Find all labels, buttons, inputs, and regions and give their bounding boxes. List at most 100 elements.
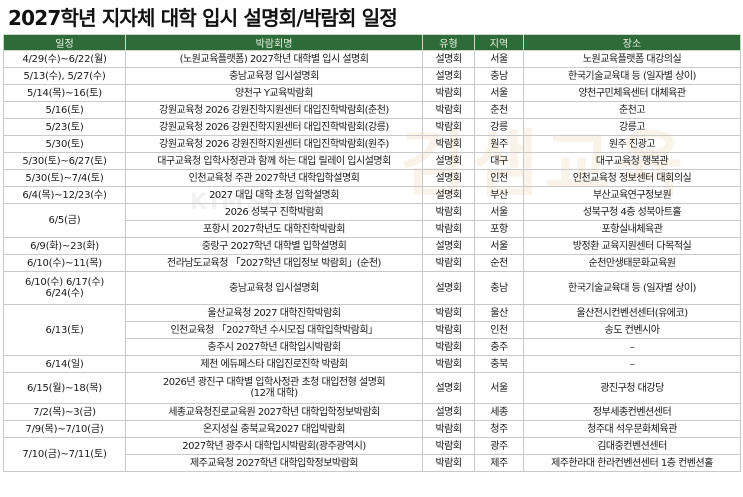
- cell-event: 대구교육청 입학사정관과 함께 하는 대입 릴레이 입시설명회: [125, 152, 423, 170]
- cell-event: 충남교육청 입시설명회: [125, 67, 423, 85]
- cell-venue: 한국기술교육대 등 (일자별 상이): [523, 67, 741, 85]
- cell-type: 박람회: [422, 321, 475, 339]
- cell-region: 서울: [474, 50, 524, 68]
- cell-type: 박람회: [422, 304, 475, 322]
- cell-region: 충북: [474, 355, 524, 373]
- cell-event: 인천교육청 주관 2027학년 대학입학설명회: [125, 169, 423, 187]
- cell-type: 설명회: [422, 403, 475, 421]
- cell-type: 설명회: [422, 152, 475, 170]
- cell-region: 울산: [474, 304, 524, 322]
- cell-date: 5/30(토)~6/27(토): [3, 152, 126, 170]
- cell-region: 원주: [474, 135, 524, 153]
- cell-event: 2026 성북구 진학박람회: [125, 203, 423, 221]
- cell-type: 박람회: [422, 355, 475, 373]
- cell-region: 인천: [474, 321, 524, 339]
- cell-event: 강원교육청 2026 강원진학지원센터 대입진학박람회(원주): [125, 135, 423, 153]
- cell-date: 6/4(목)~12/23(수): [3, 186, 126, 204]
- cell-region: 순천: [474, 254, 524, 272]
- cell-venue: 강릉고: [523, 118, 741, 136]
- cell-venue: 부산교육연구정보원: [523, 186, 741, 204]
- cell-type: 박람회: [422, 338, 475, 356]
- table-row: 6/9(화)~23(화) 중랑구 2027학년 대학별 입학설명회 설명회 서울…: [3, 237, 741, 255]
- page-title: 2027학년 지자체 대학 입시 설명회/박람회 일정: [8, 6, 398, 30]
- cell-event: 울산교육청 2027 대학진학박람회: [125, 304, 423, 322]
- cell-event: 전라남도교육청 「2027학년 대입정보 박람회」(순천): [125, 254, 423, 272]
- cell-date: 5/13(수), 5/27(수): [3, 67, 126, 85]
- cell-event: 제주교육청 2027학년 대학입학정보박람회: [125, 454, 423, 472]
- schedule-table: 일정 박람회명 유형 지역 장소 4/29(수)~6/22(월) (노원교육플랫…: [3, 34, 741, 472]
- cell-type: 박람회: [422, 454, 475, 472]
- cell-region: 인천: [474, 169, 524, 187]
- cell-region: 춘천: [474, 101, 524, 119]
- cell-type: 박람회: [422, 135, 475, 153]
- header-date: 일정: [3, 34, 126, 51]
- cell-type: 설명회: [422, 186, 475, 204]
- cell-date: 7/10(금)~7/11(토): [3, 437, 126, 472]
- cell-event: 중랑구 2027학년 대학별 입학설명회: [125, 237, 423, 255]
- cell-event: (노원교육플랫폼) 2027학년 대학별 입시 설명회: [125, 50, 423, 68]
- table-row: 7/9(목)~7/10(금) 온지성실 충북교육2027 대입박람회 박람회 청…: [3, 420, 741, 438]
- cell-event: 2027학년 광주시 대학입시박람회(광주광역시): [125, 437, 423, 455]
- cell-venue: 노원교육플랫폼 대강의실: [523, 50, 741, 68]
- cell-region: 충남: [474, 67, 524, 85]
- cell-venue: 청주대 석우문화체육관: [523, 420, 741, 438]
- cell-date: 6/9(화)~23(화): [3, 237, 126, 255]
- cell-venue: 정부세종컨벤션센터: [523, 403, 741, 421]
- cell-event: 세종교육청진로교육원 2027학년 대학입학정보박람회: [125, 403, 423, 421]
- cell-event: 강원교육청 2026 강원진학지원센터 대입진학박람회(춘천): [125, 101, 423, 119]
- cell-date: 6/15(월)~18(목): [3, 372, 126, 404]
- cell-region: 대구: [474, 152, 524, 170]
- cell-event: 온지성실 충북교육2027 대입박람회: [125, 420, 423, 438]
- cell-type: 설명회: [422, 237, 475, 255]
- cell-type: 박람회: [422, 437, 475, 455]
- cell-venue: 제주한라대 한라컨벤션센터 1층 컨벤션홀: [523, 454, 741, 472]
- table-row: 5/13(수), 5/27(수) 충남교육청 입시설명회 설명회 충남 한국기술…: [3, 67, 741, 85]
- header-venue: 장소: [523, 34, 741, 51]
- cell-region: 부산: [474, 186, 524, 204]
- cell-type: 박람회: [422, 254, 475, 272]
- cell-date: 7/2(목)~3(금): [3, 403, 126, 421]
- table-row: 6/13(토) 울산교육청 2027 대학진학박람회 박람회 울산 울산전시컨벤…: [3, 304, 741, 356]
- cell-venue: 성북구청 4층 성북아트홀: [523, 203, 741, 221]
- cell-region: 강릉: [474, 118, 524, 136]
- cell-type: 박람회: [422, 420, 475, 438]
- cell-region: 서울: [474, 203, 524, 221]
- cell-venue: 원주 진광고: [523, 135, 741, 153]
- cell-venue: 춘천고: [523, 101, 741, 119]
- table-row: 5/23(토) 강원교육청 2026 강원진학지원센터 대입진학박람회(강릉) …: [3, 118, 741, 136]
- cell-event: 2026년 광진구 대학별 입학사정관 초청 대입전형 설명회 (12개 대학): [125, 372, 423, 404]
- table-row: 6/5(금) 2026 성북구 진학박람회 박람회 서울 성북구청 4층 성북아…: [3, 203, 741, 238]
- header-event: 박람회명: [125, 34, 423, 51]
- cell-region: 서울: [474, 372, 524, 404]
- cell-venue: 인천교육청 정보센터 대회의실: [523, 169, 741, 187]
- cell-venue: 광진구청 대강당: [523, 372, 741, 404]
- cell-venue: 송도 컨벤시아: [523, 321, 741, 339]
- table-row: 5/30(토)~6/27(토) 대구교육청 입학사정관과 함께 하는 대입 릴레…: [3, 152, 741, 170]
- cell-date: 5/23(토): [3, 118, 126, 136]
- cell-type: 박람회: [422, 118, 475, 136]
- cell-region: 서울: [474, 84, 524, 102]
- cell-venue: 김대중컨벤션센터: [523, 437, 741, 455]
- cell-date: 6/14(일): [3, 355, 126, 373]
- cell-region: 충남: [474, 271, 524, 305]
- cell-event: 충주시 2027학년 대학입시박람회: [125, 338, 423, 356]
- cell-type: 박람회: [422, 101, 475, 119]
- cell-type: 박람회: [422, 203, 475, 221]
- cell-type: 설명회: [422, 67, 475, 85]
- header-region: 지역: [474, 34, 524, 51]
- table-row: 6/14(일) 제천 에듀페스타 대입진로진학 박람회 박람회 충북 –: [3, 355, 741, 373]
- table-header-row: 일정 박람회명 유형 지역 장소: [3, 34, 741, 51]
- cell-event: 제천 에듀페스타 대입진로진학 박람회: [125, 355, 423, 373]
- cell-type: 설명회: [422, 271, 475, 305]
- cell-type: 박람회: [422, 84, 475, 102]
- cell-date: 6/5(금): [3, 203, 126, 238]
- cell-type: 설명회: [422, 169, 475, 187]
- cell-date: 6/10(수)~11(목): [3, 254, 126, 272]
- cell-event: 충남교육청 입시설명회: [125, 271, 423, 305]
- cell-venue: 울산전시컨벤션센터(유에코): [523, 304, 741, 322]
- cell-event: 2027 대입 대학 초청 입학설명회: [125, 186, 423, 204]
- cell-venue: –: [523, 355, 741, 373]
- cell-date: 7/9(목)~7/10(금): [3, 420, 126, 438]
- cell-type: 설명회: [422, 50, 475, 68]
- table-row: 5/14(목)~16(토) 양천구 Y교육박람회 박람회 서울 양천구민체육센터…: [3, 84, 741, 102]
